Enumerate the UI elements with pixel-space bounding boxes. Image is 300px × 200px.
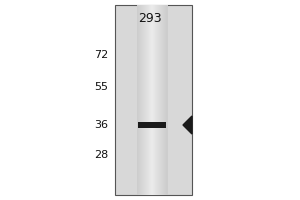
Bar [155,5,157,195]
Bar [161,5,163,195]
Bar [139,5,140,195]
Bar [150,5,152,195]
Bar [148,5,149,195]
Text: 293: 293 [138,12,162,25]
Bar [144,5,146,195]
Bar [147,5,148,195]
Bar [166,5,167,195]
Text: 28: 28 [94,150,108,160]
Bar [115,5,192,195]
Bar [146,5,148,195]
Bar [142,5,143,195]
Bar [145,5,146,195]
Bar [149,5,151,195]
Bar [157,5,158,195]
Text: 72: 72 [94,50,108,60]
Text: 55: 55 [94,82,108,92]
Bar [143,5,145,195]
Bar [165,5,166,195]
Bar [159,5,160,195]
Bar [138,5,140,195]
Bar [151,5,152,195]
Polygon shape [183,116,192,134]
Bar [141,5,142,195]
Bar [137,5,139,195]
Bar [138,122,166,128]
Bar [160,5,161,195]
Bar [162,5,164,195]
Bar [158,5,160,195]
Bar [156,5,158,195]
Bar [164,5,166,195]
Text: 36: 36 [94,120,108,130]
Bar [152,5,154,195]
Bar [140,5,142,195]
Bar [163,5,164,195]
Bar [153,5,154,195]
Bar [154,5,155,195]
